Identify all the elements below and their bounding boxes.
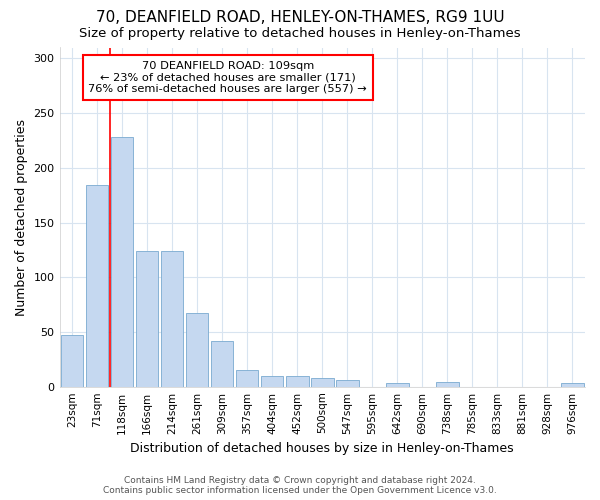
Bar xyxy=(386,384,409,386)
Bar xyxy=(436,382,458,386)
Bar xyxy=(311,378,334,386)
Bar xyxy=(61,336,83,386)
Y-axis label: Number of detached properties: Number of detached properties xyxy=(15,118,28,316)
Bar xyxy=(211,340,233,386)
Bar xyxy=(161,251,184,386)
Bar xyxy=(111,137,133,386)
Bar xyxy=(261,376,283,386)
Bar xyxy=(336,380,359,386)
Bar xyxy=(561,384,584,386)
Bar xyxy=(286,376,308,386)
Text: Size of property relative to detached houses in Henley-on-Thames: Size of property relative to detached ho… xyxy=(79,28,521,40)
Bar xyxy=(186,314,208,386)
Text: 70, DEANFIELD ROAD, HENLEY-ON-THAMES, RG9 1UU: 70, DEANFIELD ROAD, HENLEY-ON-THAMES, RG… xyxy=(95,10,505,25)
Bar xyxy=(136,251,158,386)
Bar xyxy=(236,370,259,386)
Text: 70 DEANFIELD ROAD: 109sqm
← 23% of detached houses are smaller (171)
76% of semi: 70 DEANFIELD ROAD: 109sqm ← 23% of detac… xyxy=(88,61,367,94)
Text: Contains HM Land Registry data © Crown copyright and database right 2024.
Contai: Contains HM Land Registry data © Crown c… xyxy=(103,476,497,495)
X-axis label: Distribution of detached houses by size in Henley-on-Thames: Distribution of detached houses by size … xyxy=(130,442,514,455)
Bar xyxy=(86,186,109,386)
